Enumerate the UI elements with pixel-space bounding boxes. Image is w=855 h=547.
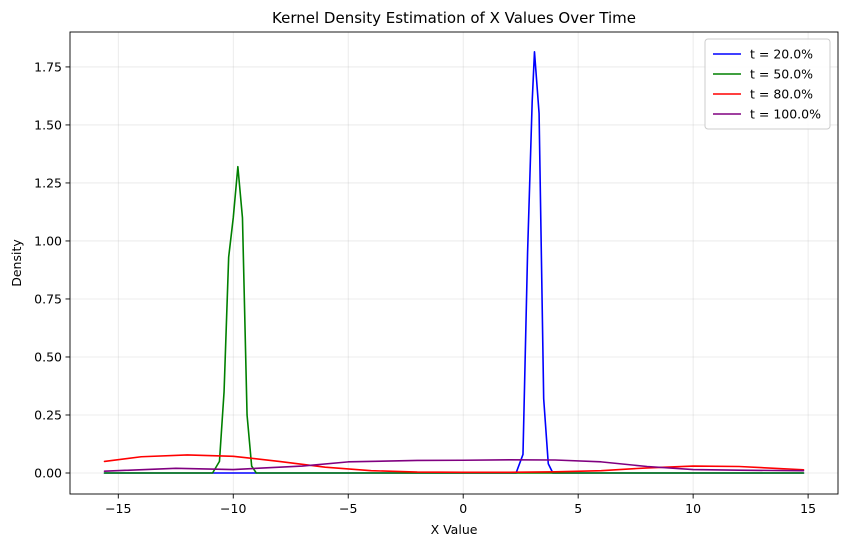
chart-title: Kernel Density Estimation of X Values Ov… (272, 9, 636, 27)
legend: t = 20.0% t = 50.0% t = 80.0% t = 100.0% (704, 38, 831, 130)
legend-label: t = 80.0% (750, 87, 813, 102)
y-tick-label: 1.75 (34, 59, 62, 74)
series-line-4 (103, 458, 805, 472)
x-tick-label: −10 (220, 501, 246, 516)
y-tick-label: 1.25 (34, 175, 62, 190)
x-axis-label: X Value (431, 522, 478, 537)
y-tick-label: 0.75 (34, 291, 62, 306)
x-tick-label: 5 (574, 501, 582, 516)
x-tick-label: 0 (459, 501, 467, 516)
y-tick-label: 0.50 (34, 349, 62, 364)
legend-label: t = 20.0% (750, 47, 813, 62)
legend-label: t = 50.0% (750, 67, 813, 82)
x-tick-label: −5 (339, 501, 357, 516)
series-lines (103, 51, 805, 474)
y-tick-label: 1.00 (34, 233, 62, 248)
legend-label: t = 100.0% (750, 107, 821, 122)
y-tick-label: 0.00 (34, 466, 62, 481)
plot-frame (69, 31, 839, 495)
x-tick-label: 10 (685, 501, 701, 516)
y-tick-label: 0.25 (34, 407, 62, 422)
ticks: −15 −10 −5 0 5 10 15 0.00 0.25 0.50 0.75 1.00 1.25 1.… (34, 59, 816, 516)
x-tick-label: 15 (800, 501, 816, 516)
series-line-2 (103, 165, 805, 474)
series-line-3 (103, 454, 805, 474)
legend-box (704, 38, 831, 130)
x-tick-label: −15 (105, 501, 131, 516)
y-tick-label: 1.50 (34, 117, 62, 132)
y-axis-label: Density (9, 239, 24, 287)
